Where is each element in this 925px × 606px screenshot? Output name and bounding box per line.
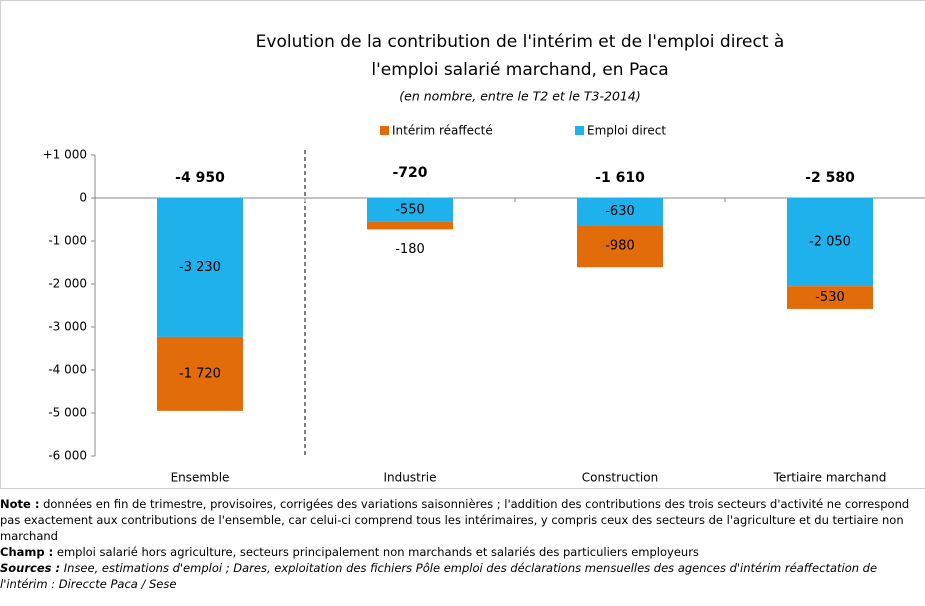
value-label: -180 xyxy=(395,242,425,257)
note: Champ : emploi salarié hors agriculture,… xyxy=(0,544,925,560)
legend-label: Intérim réaffecté xyxy=(392,124,493,138)
total-label: -1 610 xyxy=(595,170,645,186)
y-tick-label: 0 xyxy=(79,191,87,205)
note-label: Note : xyxy=(0,497,40,511)
bar-segment xyxy=(577,198,663,226)
bar-segment xyxy=(577,225,663,268)
x-tick-label: Tertiaire marchand xyxy=(773,471,887,485)
note-text: Insee, estimations d'emploi ; Dares, exp… xyxy=(0,561,878,591)
y-tick-label: -3 000 xyxy=(48,320,87,334)
legend-swatch xyxy=(575,126,584,135)
total-label: -4 950 xyxy=(175,170,225,186)
value-label: -2 050 xyxy=(809,235,851,250)
y-tick-label: -6 000 xyxy=(48,449,87,463)
bar-segment xyxy=(157,198,243,337)
chart-subtitle: (en nombre, entre le T2 et le T3-2014) xyxy=(399,89,640,104)
value-label: -3 230 xyxy=(179,260,221,275)
legend-label: Emploi direct xyxy=(587,124,666,138)
bar-segment xyxy=(787,286,873,309)
chart-title: l'emploi salarié marchand, en Paca xyxy=(371,60,668,80)
x-tick-label: Ensemble xyxy=(171,471,230,485)
chart-title: Evolution de la contribution de l'intéri… xyxy=(256,32,785,52)
value-label: -1 720 xyxy=(179,366,221,381)
y-tick-label: -4 000 xyxy=(48,363,87,377)
chart: Evolution de la contribution de l'intéri… xyxy=(0,0,925,489)
note-label: Champ : xyxy=(0,545,54,559)
note: Sources : Insee, estimations d'emploi ; … xyxy=(0,560,925,592)
bar-segment xyxy=(367,198,453,222)
chart-frame xyxy=(0,0,925,489)
note-text: emploi salarié hors agriculture, secteur… xyxy=(56,545,699,559)
note: Note : données en fin de trimestre, prov… xyxy=(0,496,925,544)
x-tick-label: Construction xyxy=(582,471,658,485)
notes: Note : données en fin de trimestre, prov… xyxy=(0,496,925,592)
legend-swatch xyxy=(380,126,389,135)
total-label: -720 xyxy=(392,165,427,181)
total-label: -2 580 xyxy=(805,170,855,186)
y-tick-label: -1 000 xyxy=(48,234,87,248)
y-tick-label: -5 000 xyxy=(48,406,87,420)
value-label: -550 xyxy=(395,202,425,217)
note-label: Sources : xyxy=(0,561,61,575)
y-tick-label: -2 000 xyxy=(48,277,87,291)
y-tick-label: +1 000 xyxy=(43,148,87,162)
value-label: -630 xyxy=(605,204,635,219)
value-label: -980 xyxy=(605,239,635,254)
value-label: -530 xyxy=(815,290,845,305)
note-text: données en fin de trimestre, provisoires… xyxy=(0,497,910,543)
bar-segment xyxy=(367,221,453,230)
bar-segment xyxy=(157,336,243,411)
x-tick-label: Industrie xyxy=(384,471,437,485)
bar-segment xyxy=(787,198,873,287)
